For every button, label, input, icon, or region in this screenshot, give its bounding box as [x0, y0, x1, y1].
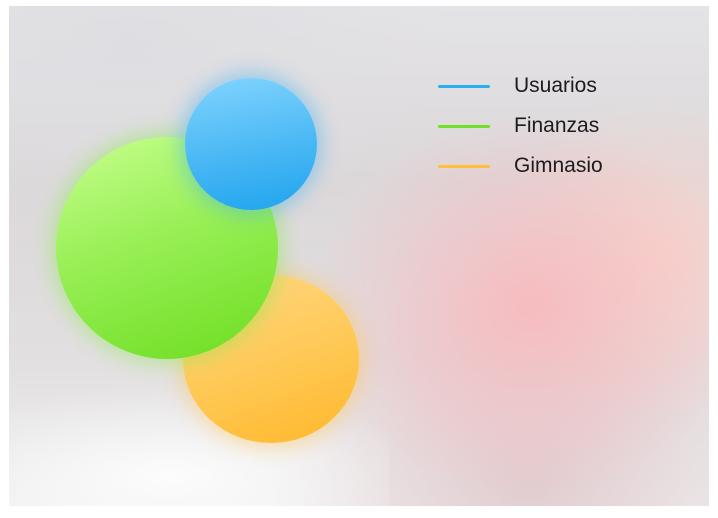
legend-line-usuarios [438, 84, 490, 88]
legend: Usuarios Finanzas Gimnasio [438, 66, 603, 186]
legend-label-finanzas: Finanzas [514, 114, 600, 137]
bubble-usuarios[interactable] [185, 78, 317, 210]
legend-label-gimnasio: Gimnasio [514, 154, 603, 177]
legend-item-gimnasio[interactable]: Gimnasio [438, 146, 603, 186]
legend-line-finanzas [438, 124, 490, 128]
legend-item-usuarios[interactable]: Usuarios [438, 66, 603, 106]
legend-line-gimnasio [438, 164, 490, 168]
legend-item-finanzas[interactable]: Finanzas [438, 106, 603, 146]
legend-label-usuarios: Usuarios [514, 74, 597, 97]
bubble-chart-canvas: Usuarios Finanzas Gimnasio [9, 6, 709, 506]
